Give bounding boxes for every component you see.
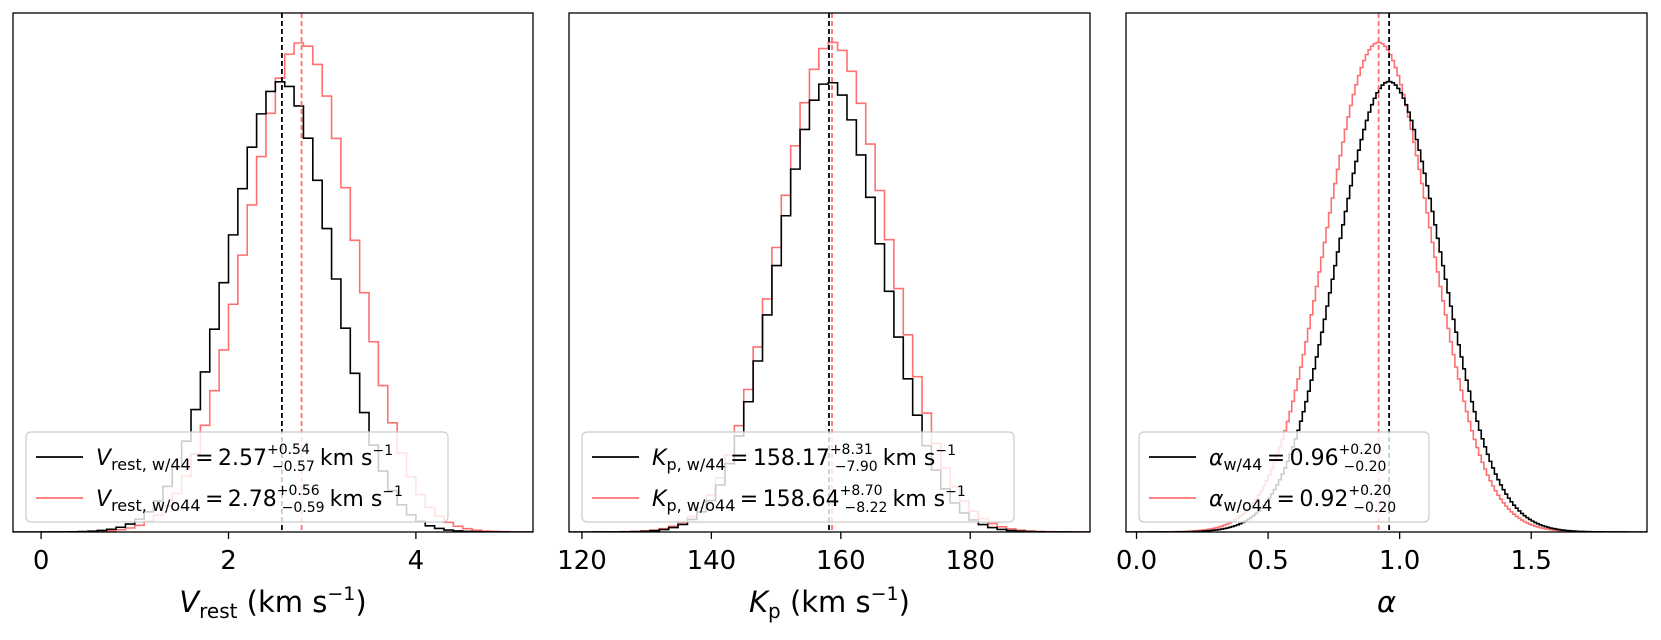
x-tick-label: 0.5 [1247,546,1288,576]
x-tick-label: 140 [687,546,737,576]
legend-entry-w/44: αw/44 = 0.96+0.20 [1209,442,1381,474]
axes-frame [1125,12,1648,533]
x-tick-label: 1.0 [1379,546,1420,576]
x-tick-label: 1.5 [1511,546,1552,576]
x-axis-label: Kp (km s−1) [749,583,910,623]
axes-frame [12,12,534,533]
legend-entry-w/o44: Vrest, w/o44 = 2.78+0.56 [96,483,320,515]
legend-unit-w/o44: km s−1 [893,484,966,512]
legend-entry-w/o44: Kp, w/o44 = 158.64+8.70 [652,483,883,515]
legend-unit-w/44: km s−1 [883,443,956,471]
legend: Kp, w/44 = 158.17+8.31−7.90 km s−1Kp, w/o… [581,431,1015,523]
x-tick-label: 0 [33,546,50,576]
legend-box [25,431,449,523]
panel-2: 120 140 160 180 Kp (km s−1) Kp, w/44 = 158.17… [557,12,1091,623]
legend-entry-w/44: Kp, w/44 = 158.17+8.31 [652,442,873,474]
legend: Vrest, w/44 = 2.57+0.54−0.57 km s−1Vrest,… [25,431,449,523]
legend-minus-w/o44: −8.22 [845,500,888,516]
x-tick-label: 2 [220,546,237,576]
legend-box [581,431,1015,523]
x-tick-label: 4 [408,546,425,576]
x-axis-label: α [1377,585,1396,619]
legend-box [1138,431,1430,523]
histogram-w/44 [569,81,1090,532]
panel-1: 0 2 4 Vrest (km s−1) Vrest, w/44 = 2.57+0.54… [12,12,534,623]
legend-minus-w/44: −0.57 [272,459,315,475]
x-tick-label: 160 [816,546,866,576]
legend-entry-w/44: Vrest, w/44 = 2.57+0.54 [96,442,310,474]
x-tick-label: 0.0 [1116,546,1157,576]
x-tick-label: 120 [557,546,607,576]
legend-minus-w/o44: −0.59 [282,500,325,516]
x-tick-label: 180 [945,546,995,576]
legend-unit-w/o44: km s−1 [330,484,403,512]
axes-frame [568,12,1091,533]
legend-entry-w/o44: αw/o44 = 0.92+0.20 [1209,483,1391,515]
legend-unit-w/44: km s−1 [320,443,393,471]
histogram-w/44 [13,81,533,532]
histogram-w/o44 [1126,41,1647,532]
x-axis-label: Vrest (km s−1) [179,583,366,623]
legend-minus-w/44: −7.90 [835,459,878,475]
legend-minus-w/44: −0.20 [1343,459,1386,475]
histogram-w/o44 [13,42,533,532]
legend-minus-w/o44: −0.20 [1353,500,1396,516]
histogram-w/44 [1126,80,1647,532]
